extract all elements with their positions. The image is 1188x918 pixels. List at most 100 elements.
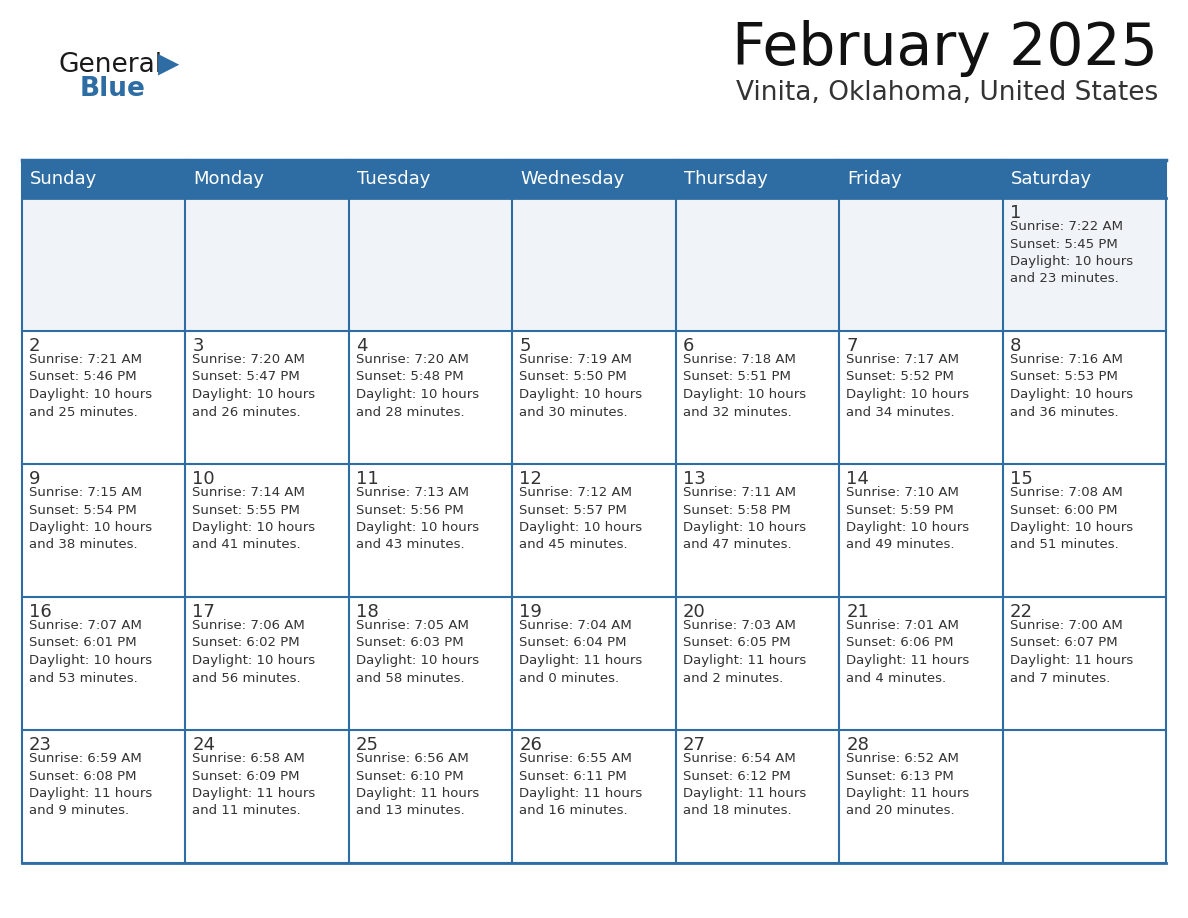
Text: 22: 22: [1010, 603, 1032, 621]
Bar: [349, 198, 512, 331]
Text: Sunrise: 7:04 AM
Sunset: 6:04 PM
Daylight: 11 hours
and 0 minutes.: Sunrise: 7:04 AM Sunset: 6:04 PM Dayligh…: [519, 619, 643, 685]
Text: Blue: Blue: [80, 76, 146, 102]
Text: February 2025: February 2025: [732, 20, 1158, 77]
Bar: [839, 331, 1003, 464]
Bar: [349, 160, 512, 198]
Bar: [676, 160, 839, 198]
Text: Sunrise: 7:12 AM
Sunset: 5:57 PM
Daylight: 10 hours
and 45 minutes.: Sunrise: 7:12 AM Sunset: 5:57 PM Dayligh…: [519, 486, 643, 552]
Bar: [185, 597, 349, 730]
Text: Monday: Monday: [194, 170, 265, 188]
Text: Sunrise: 7:19 AM
Sunset: 5:50 PM
Daylight: 10 hours
and 30 minutes.: Sunrise: 7:19 AM Sunset: 5:50 PM Dayligh…: [519, 353, 643, 419]
Bar: [1003, 198, 1165, 331]
Text: Saturday: Saturday: [1011, 170, 1092, 188]
Bar: [185, 464, 349, 597]
Text: 15: 15: [1010, 470, 1032, 488]
Text: Sunrise: 7:20 AM
Sunset: 5:47 PM
Daylight: 10 hours
and 26 minutes.: Sunrise: 7:20 AM Sunset: 5:47 PM Dayligh…: [192, 353, 316, 419]
Text: Sunrise: 7:11 AM
Sunset: 5:58 PM
Daylight: 10 hours
and 47 minutes.: Sunrise: 7:11 AM Sunset: 5:58 PM Dayligh…: [683, 486, 805, 552]
Text: Sunrise: 7:17 AM
Sunset: 5:52 PM
Daylight: 10 hours
and 34 minutes.: Sunrise: 7:17 AM Sunset: 5:52 PM Dayligh…: [846, 353, 969, 419]
Text: 24: 24: [192, 736, 215, 754]
Text: Sunrise: 7:07 AM
Sunset: 6:01 PM
Daylight: 10 hours
and 53 minutes.: Sunrise: 7:07 AM Sunset: 6:01 PM Dayligh…: [29, 619, 152, 685]
Text: Sunrise: 6:55 AM
Sunset: 6:11 PM
Daylight: 11 hours
and 16 minutes.: Sunrise: 6:55 AM Sunset: 6:11 PM Dayligh…: [519, 752, 643, 818]
Text: 16: 16: [29, 603, 52, 621]
Text: 27: 27: [683, 736, 706, 754]
Text: Sunrise: 6:58 AM
Sunset: 6:09 PM
Daylight: 11 hours
and 11 minutes.: Sunrise: 6:58 AM Sunset: 6:09 PM Dayligh…: [192, 752, 316, 818]
Bar: [839, 597, 1003, 730]
Bar: [349, 464, 512, 597]
Text: Sunrise: 7:20 AM
Sunset: 5:48 PM
Daylight: 10 hours
and 28 minutes.: Sunrise: 7:20 AM Sunset: 5:48 PM Dayligh…: [356, 353, 479, 419]
Bar: [512, 464, 676, 597]
Bar: [1003, 464, 1165, 597]
Text: 28: 28: [846, 736, 868, 754]
Text: Sunday: Sunday: [30, 170, 97, 188]
Text: Friday: Friday: [847, 170, 902, 188]
Text: Wednesday: Wednesday: [520, 170, 625, 188]
Bar: [1003, 160, 1165, 198]
Bar: [512, 160, 676, 198]
Text: Sunrise: 7:22 AM
Sunset: 5:45 PM
Daylight: 10 hours
and 23 minutes.: Sunrise: 7:22 AM Sunset: 5:45 PM Dayligh…: [1010, 220, 1132, 285]
Text: 12: 12: [519, 470, 542, 488]
Text: 21: 21: [846, 603, 868, 621]
Bar: [1003, 597, 1165, 730]
Text: Sunrise: 7:08 AM
Sunset: 6:00 PM
Daylight: 10 hours
and 51 minutes.: Sunrise: 7:08 AM Sunset: 6:00 PM Dayligh…: [1010, 486, 1132, 552]
Bar: [185, 730, 349, 863]
Bar: [23, 331, 185, 464]
Text: 20: 20: [683, 603, 706, 621]
Text: 26: 26: [519, 736, 542, 754]
Bar: [512, 597, 676, 730]
Text: 6: 6: [683, 337, 694, 355]
Bar: [23, 597, 185, 730]
Bar: [676, 464, 839, 597]
Text: Sunrise: 7:05 AM
Sunset: 6:03 PM
Daylight: 10 hours
and 58 minutes.: Sunrise: 7:05 AM Sunset: 6:03 PM Dayligh…: [356, 619, 479, 685]
Text: 8: 8: [1010, 337, 1020, 355]
Bar: [676, 198, 839, 331]
Text: Thursday: Thursday: [684, 170, 767, 188]
Text: Sunrise: 6:59 AM
Sunset: 6:08 PM
Daylight: 11 hours
and 9 minutes.: Sunrise: 6:59 AM Sunset: 6:08 PM Dayligh…: [29, 752, 152, 818]
Bar: [349, 597, 512, 730]
Bar: [23, 160, 185, 198]
Bar: [839, 198, 1003, 331]
Bar: [23, 464, 185, 597]
Bar: [349, 730, 512, 863]
Text: 9: 9: [29, 470, 40, 488]
Bar: [512, 331, 676, 464]
Text: Sunrise: 7:00 AM
Sunset: 6:07 PM
Daylight: 11 hours
and 7 minutes.: Sunrise: 7:00 AM Sunset: 6:07 PM Dayligh…: [1010, 619, 1133, 685]
Text: 7: 7: [846, 337, 858, 355]
Bar: [676, 730, 839, 863]
Text: Sunrise: 7:21 AM
Sunset: 5:46 PM
Daylight: 10 hours
and 25 minutes.: Sunrise: 7:21 AM Sunset: 5:46 PM Dayligh…: [29, 353, 152, 419]
Text: 5: 5: [519, 337, 531, 355]
Text: Tuesday: Tuesday: [356, 170, 430, 188]
Text: Sunrise: 7:18 AM
Sunset: 5:51 PM
Daylight: 10 hours
and 32 minutes.: Sunrise: 7:18 AM Sunset: 5:51 PM Dayligh…: [683, 353, 805, 419]
Text: Sunrise: 7:10 AM
Sunset: 5:59 PM
Daylight: 10 hours
and 49 minutes.: Sunrise: 7:10 AM Sunset: 5:59 PM Dayligh…: [846, 486, 969, 552]
Text: Vinita, Oklahoma, United States: Vinita, Oklahoma, United States: [735, 80, 1158, 106]
Text: Sunrise: 6:54 AM
Sunset: 6:12 PM
Daylight: 11 hours
and 18 minutes.: Sunrise: 6:54 AM Sunset: 6:12 PM Dayligh…: [683, 752, 805, 818]
Text: Sunrise: 7:13 AM
Sunset: 5:56 PM
Daylight: 10 hours
and 43 minutes.: Sunrise: 7:13 AM Sunset: 5:56 PM Dayligh…: [356, 486, 479, 552]
Text: 1: 1: [1010, 204, 1020, 222]
Bar: [23, 198, 185, 331]
Bar: [185, 198, 349, 331]
Text: 4: 4: [356, 337, 367, 355]
Text: 14: 14: [846, 470, 868, 488]
Bar: [512, 730, 676, 863]
Text: 17: 17: [192, 603, 215, 621]
Text: Sunrise: 6:52 AM
Sunset: 6:13 PM
Daylight: 11 hours
and 20 minutes.: Sunrise: 6:52 AM Sunset: 6:13 PM Dayligh…: [846, 752, 969, 818]
Text: General: General: [58, 52, 162, 78]
Bar: [676, 597, 839, 730]
Text: 10: 10: [192, 470, 215, 488]
Bar: [512, 198, 676, 331]
Text: 13: 13: [683, 470, 706, 488]
Bar: [839, 730, 1003, 863]
Text: 23: 23: [29, 736, 52, 754]
Bar: [839, 160, 1003, 198]
Text: ▶: ▶: [158, 50, 179, 78]
Text: Sunrise: 6:56 AM
Sunset: 6:10 PM
Daylight: 11 hours
and 13 minutes.: Sunrise: 6:56 AM Sunset: 6:10 PM Dayligh…: [356, 752, 479, 818]
Text: Sunrise: 7:03 AM
Sunset: 6:05 PM
Daylight: 11 hours
and 2 minutes.: Sunrise: 7:03 AM Sunset: 6:05 PM Dayligh…: [683, 619, 805, 685]
Text: 3: 3: [192, 337, 204, 355]
Text: 25: 25: [356, 736, 379, 754]
Bar: [185, 160, 349, 198]
Text: 11: 11: [356, 470, 379, 488]
Text: Sunrise: 7:01 AM
Sunset: 6:06 PM
Daylight: 11 hours
and 4 minutes.: Sunrise: 7:01 AM Sunset: 6:06 PM Dayligh…: [846, 619, 969, 685]
Bar: [839, 464, 1003, 597]
Bar: [676, 331, 839, 464]
Bar: [185, 331, 349, 464]
Text: Sunrise: 7:15 AM
Sunset: 5:54 PM
Daylight: 10 hours
and 38 minutes.: Sunrise: 7:15 AM Sunset: 5:54 PM Dayligh…: [29, 486, 152, 552]
